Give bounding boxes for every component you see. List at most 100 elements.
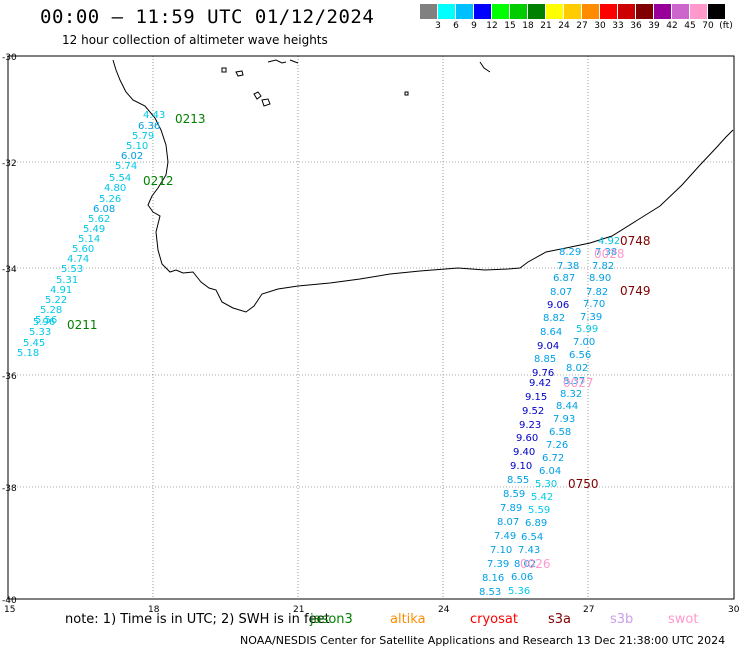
swh-value: 4.92 [598, 236, 620, 247]
swh-value: 6.08 [93, 204, 115, 215]
track-jason3: 4.436.365.795.106.025.745.544.805.266.08… [17, 110, 165, 359]
coastline [112, 59, 734, 313]
scale-label: 18 [522, 21, 534, 31]
scale-label: 15 [504, 21, 516, 31]
scale-swatch [654, 4, 671, 19]
swh-value: 7.10 [490, 545, 512, 556]
swh-value: 5.74 [115, 161, 137, 172]
lon-label: 30 [728, 605, 740, 615]
graticule [8, 56, 734, 599]
swh-value: 5.14 [78, 234, 100, 245]
scale-swatch [582, 4, 599, 19]
swh-value: 5.45 [23, 338, 45, 349]
scale-label: 24 [558, 21, 570, 31]
page-title: 00:00 – 11:59 UTC 01/12/2024 [40, 6, 375, 28]
swh-value: 7.38 [557, 261, 579, 272]
swh-value: 9.06 [547, 300, 569, 311]
lon-label: 24 [438, 605, 450, 615]
swh-value: 9.04 [537, 341, 559, 352]
swh-value: 4.43 [143, 110, 165, 121]
swh-value: 5.33 [29, 327, 51, 338]
latitude-labels: -30 -32 -34 -36 -38 -40 [2, 53, 17, 606]
swh-value: 5.59 [528, 505, 550, 516]
swh-value: 6.56 [569, 350, 591, 361]
satellite-altika: altika [390, 612, 426, 627]
swh-value: 9.10 [510, 461, 532, 472]
swh-value: 5.62 [88, 214, 110, 225]
scale-swatch [474, 4, 491, 19]
pass-time-labels: 0213 0212 0211 0748 0749 0750 0028 0027 0026 [67, 112, 651, 571]
swh-value: 6.87 [553, 273, 575, 284]
swh-value: 5.79 [132, 131, 154, 142]
swh-value: 8.85 [534, 354, 556, 365]
swh-value: 5.99 [576, 324, 598, 335]
swh-value: 4.74 [67, 254, 89, 265]
track-altimeter-east-2: 4.927.387.828.907.827.707.395.997.006.56… [508, 236, 620, 597]
swh-value: 5.54 [109, 173, 131, 184]
swh-value: 7.89 [500, 503, 522, 514]
scale-swatch [600, 4, 617, 19]
scale-swatch [510, 4, 527, 19]
scale-label: 27 [576, 21, 588, 31]
track-altimeter-east: 8.29 7.386.87 8.07 9.06 8.82 8.64 9.04 8.85 9.76… [479, 247, 581, 598]
swh-value: 6.36 [138, 121, 160, 132]
island [235, 70, 244, 77]
satellite-cryosat: cryosat [470, 612, 518, 627]
swh-value: 7.82 [586, 287, 608, 298]
scale-label: 39 [648, 21, 660, 31]
swh-value: 9.15 [525, 392, 547, 403]
scale-label: 42 [666, 21, 678, 31]
pass-time-swot: 0028 [594, 247, 625, 261]
island [221, 67, 227, 73]
swh-value: 8.07 [550, 287, 572, 298]
swh-value: 9.60 [516, 433, 538, 444]
scale-label: (ft) [719, 21, 733, 31]
swh-value: 5.26 [99, 194, 121, 205]
scale-label: 70 [702, 21, 714, 31]
footnote: note: 1) Time is in UTC; 2) SWH is in fe… [65, 612, 330, 627]
swh-value: 7.00 [573, 337, 595, 348]
swh-value: 7.39 [580, 312, 602, 323]
scale-swatch [528, 4, 545, 19]
pass-time-swot: 0026 [520, 557, 551, 571]
swh-value: 8.53 [479, 587, 501, 598]
swh-value: 6.58 [549, 427, 571, 438]
satellite-s3b: s3b [610, 612, 634, 627]
swh-value: 9.52 [522, 406, 544, 417]
island [261, 98, 271, 107]
swh-value: 5.28 [40, 305, 62, 316]
scale-swatch [420, 4, 437, 19]
swh-value: 8.59 [503, 489, 525, 500]
swh-value: 5.49 [83, 224, 105, 235]
swh-value: 8.37 [563, 376, 585, 387]
swh-value: 8.44 [556, 401, 578, 412]
swh-value: 5.60 [72, 244, 94, 255]
scale-swatch [456, 4, 473, 19]
swh-value: 8.16 [482, 573, 504, 584]
scale-swatch [492, 4, 509, 19]
swh-value: 7.43 [518, 545, 540, 556]
lon-label: 27 [583, 605, 594, 615]
lon-label: 18 [148, 605, 160, 615]
pass-time: 0749 [620, 284, 651, 298]
island [404, 91, 409, 96]
map-frame [7, 55, 735, 600]
island [267, 59, 287, 64]
swh-value: 7.70 [583, 299, 605, 310]
credit-line: NOAA/NESDIS Center for Satellite Applica… [240, 634, 726, 647]
pass-time: 0750 [568, 477, 599, 491]
scale-swatch [672, 4, 689, 19]
scale-label: 36 [630, 21, 642, 31]
swh-value: 9.42 [529, 378, 551, 389]
swh-value: 7.49 [494, 531, 516, 542]
satellite-s3a: s3a [548, 612, 572, 627]
scale-swatch [708, 4, 725, 19]
swh-value: 4.91 [50, 285, 72, 296]
swh-value: 6.06 [511, 572, 533, 583]
swh-value: 4.80 [104, 183, 126, 194]
swh-value: 6.72 [542, 453, 564, 464]
swh-value: 9.23 [519, 420, 541, 431]
swh-value: 6.02 [121, 151, 143, 162]
swh-value: 7.93 [553, 414, 575, 425]
scale-label: 12 [486, 21, 498, 31]
